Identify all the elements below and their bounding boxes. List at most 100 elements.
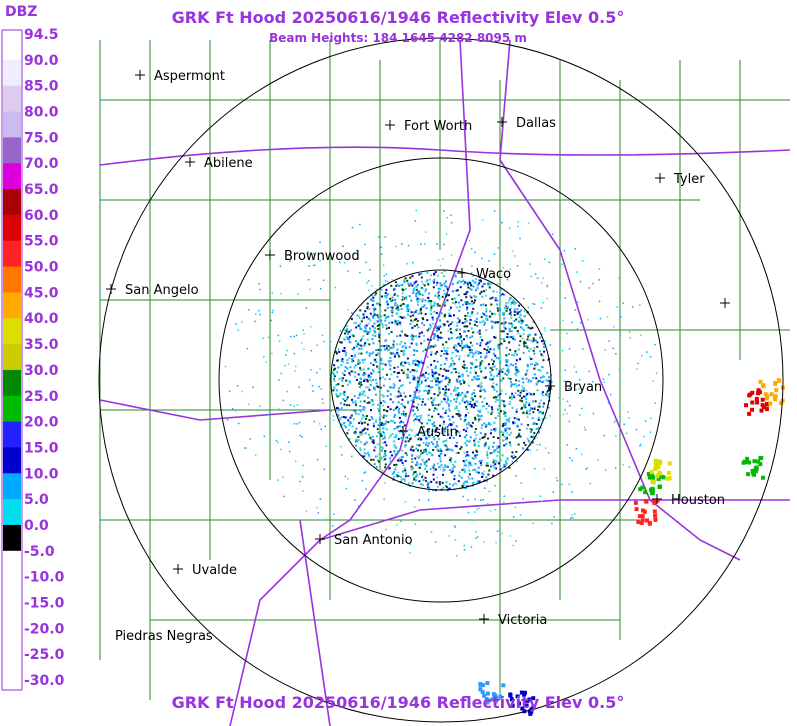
echo-pixel bbox=[460, 299, 463, 302]
echo-pixel bbox=[356, 440, 359, 443]
echo-pixel bbox=[407, 401, 410, 404]
color-step bbox=[3, 654, 21, 681]
echo-pixel bbox=[420, 422, 423, 425]
echo-pixel bbox=[555, 477, 558, 479]
echo-pixel bbox=[522, 333, 525, 336]
echo-pixel bbox=[388, 349, 391, 352]
echo-pixel bbox=[524, 406, 527, 409]
legend-label: 30.0 bbox=[24, 363, 59, 379]
echo-pixel bbox=[518, 380, 521, 383]
echo-pixel bbox=[485, 314, 488, 317]
echo-pixel bbox=[598, 300, 601, 303]
echo-pixel bbox=[465, 484, 468, 487]
echo-pixel bbox=[509, 297, 512, 300]
echo-pixel bbox=[361, 317, 364, 320]
echo-pixel bbox=[639, 443, 642, 446]
echo-pixel bbox=[402, 289, 405, 292]
echo-pixel bbox=[511, 392, 514, 395]
legend-label: 75.0 bbox=[24, 130, 59, 146]
echo-pixel bbox=[541, 366, 544, 369]
echo-pixel bbox=[470, 425, 473, 428]
echo-pixel bbox=[431, 386, 434, 389]
echo-pixel bbox=[471, 457, 474, 460]
echo-pixel bbox=[448, 409, 451, 412]
echo-pixel bbox=[354, 364, 357, 367]
echo-pixel bbox=[453, 482, 456, 485]
echo-pixel bbox=[448, 378, 451, 381]
echo-pixel bbox=[375, 420, 378, 423]
echo-pixel bbox=[505, 418, 508, 421]
echo-pixel bbox=[379, 348, 382, 351]
echo-pixel bbox=[371, 334, 374, 337]
echo-pixel bbox=[403, 412, 406, 415]
echo-pixel bbox=[435, 481, 438, 484]
echo-pixel bbox=[471, 355, 474, 358]
echo-pixel bbox=[515, 410, 518, 413]
echo-pixel bbox=[571, 459, 573, 462]
echo-pixel bbox=[351, 358, 354, 361]
storm-cell bbox=[653, 462, 658, 467]
echo-pixel bbox=[448, 381, 451, 384]
echo-pixel bbox=[339, 261, 341, 264]
storm-cell bbox=[751, 469, 756, 474]
echo-pixel bbox=[541, 393, 544, 396]
echo-pixel bbox=[511, 323, 514, 326]
echo-pixel bbox=[301, 436, 303, 438]
color-step bbox=[3, 59, 21, 87]
echo-pixel bbox=[480, 459, 483, 462]
echo-pixel bbox=[436, 444, 439, 447]
echo-pixel bbox=[427, 372, 430, 375]
echo-pixel bbox=[428, 391, 431, 394]
echo-pixel bbox=[369, 383, 372, 386]
echo-pixel bbox=[480, 316, 483, 319]
echo-pixel bbox=[502, 431, 505, 434]
echo-pixel bbox=[628, 417, 630, 419]
echo-pixel bbox=[372, 342, 375, 345]
echo-pixel bbox=[463, 401, 466, 404]
echo-pixel bbox=[504, 423, 507, 426]
echo-pixel bbox=[478, 329, 481, 332]
echo-pixel bbox=[445, 358, 448, 361]
echo-pixel bbox=[493, 313, 496, 316]
echo-pixel bbox=[517, 348, 520, 351]
echo-pixel bbox=[463, 325, 466, 328]
echo-pixel bbox=[427, 499, 430, 502]
echo-pixel bbox=[500, 399, 503, 402]
echo-pixel bbox=[476, 365, 479, 368]
echo-pixel bbox=[517, 443, 520, 446]
echo-pixel bbox=[467, 384, 470, 387]
echo-pixel bbox=[489, 340, 492, 343]
echo-pixel bbox=[436, 334, 439, 337]
echo-pixel bbox=[507, 336, 510, 339]
echo-pixel bbox=[414, 220, 417, 222]
echo-pixel bbox=[481, 320, 484, 323]
echo-pixel bbox=[382, 416, 385, 419]
echo-pixel bbox=[449, 468, 452, 471]
storm-cell bbox=[644, 499, 649, 504]
echo-pixel bbox=[507, 301, 510, 304]
echo-pixel bbox=[462, 379, 465, 382]
echo-pixel bbox=[424, 476, 427, 479]
echo-pixel bbox=[498, 370, 501, 373]
echo-pixel bbox=[380, 449, 383, 452]
echo-pixel bbox=[389, 393, 392, 396]
echo-pixel bbox=[417, 474, 419, 477]
echo-pixel bbox=[387, 468, 390, 471]
echo-pixel bbox=[374, 331, 377, 334]
echo-pixel bbox=[481, 361, 484, 364]
echo-pixel bbox=[299, 434, 301, 437]
echo-pixel bbox=[515, 540, 517, 542]
echo-pixel bbox=[474, 281, 477, 284]
echo-pixel bbox=[384, 466, 387, 469]
echo-pixel bbox=[409, 394, 412, 397]
echo-pixel bbox=[388, 378, 391, 381]
echo-pixel bbox=[512, 457, 515, 460]
echo-pixel bbox=[444, 394, 447, 397]
echo-pixel bbox=[440, 364, 443, 367]
echo-pixel bbox=[415, 463, 418, 466]
echo-pixel bbox=[394, 281, 397, 284]
echo-pixel bbox=[432, 465, 435, 468]
echo-pixel bbox=[320, 388, 323, 390]
echo-pixel bbox=[424, 243, 426, 245]
echo-pixel bbox=[447, 423, 450, 426]
